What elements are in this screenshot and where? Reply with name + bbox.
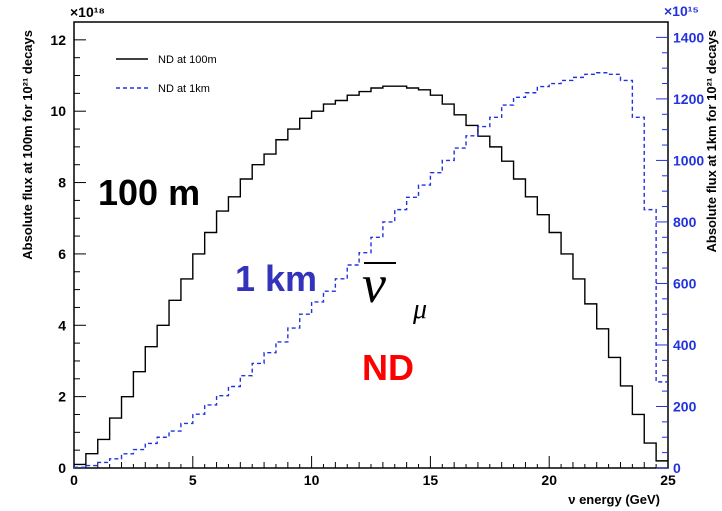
y-tick-label: 4: [58, 317, 66, 333]
y-axis-title: Absolute flux at 100m for 10²¹ decays: [20, 30, 35, 260]
x-tick-label: 15: [423, 472, 439, 488]
x-tick-label: 20: [541, 472, 557, 488]
series-layer: [74, 72, 668, 469]
series-line-1km: [74, 72, 668, 469]
x-tick-label: 5: [189, 472, 197, 488]
y2-tick-label: 1400: [673, 29, 704, 45]
annotation-nd: ND: [362, 347, 414, 388]
annotation-1km: 1 km: [235, 258, 317, 299]
y2-tick-label: 600: [673, 275, 697, 291]
right-axis-multiplier: ×10¹⁵: [664, 3, 699, 19]
x-tick-label: 0: [70, 472, 78, 488]
x-tick-label: 25: [660, 472, 676, 488]
y2-tick-label: 800: [673, 214, 697, 230]
annotation-neutrino-symbol: ν: [362, 254, 386, 314]
legend-label-100m: ND at 100m: [158, 54, 217, 66]
annotation-mu-subscript: μ: [412, 294, 427, 325]
y-tick-label: 0: [58, 460, 66, 476]
y-tick-label: 2: [58, 389, 66, 405]
y2-tick-label: 0: [673, 460, 681, 476]
tick-labels: 0 5 10 15 20 25024681012020040060080010001200…: [50, 29, 704, 488]
y-tick-label: 6: [58, 246, 66, 262]
legend: ND at 100m ND at 1km: [116, 54, 217, 95]
y-tick-label: 8: [58, 175, 66, 191]
series-line-100m: [74, 85, 668, 466]
left-axis-multiplier: ×10¹⁸: [70, 4, 105, 20]
axis-ticks: [73, 36, 669, 469]
y2-axis-title: Absolute flux at 1km for 10²¹ decays: [704, 30, 719, 253]
annotation-100m: 100 m: [98, 172, 200, 213]
y-tick-label: 10: [50, 103, 66, 119]
legend-label-1km: ND at 1km: [158, 83, 210, 95]
x-axis-title: ν energy (GeV): [568, 492, 660, 507]
y-tick-label: 12: [50, 32, 66, 48]
y2-tick-label: 200: [673, 398, 697, 414]
y2-tick-label: 1000: [673, 152, 704, 168]
y2-tick-label: 1200: [673, 91, 704, 107]
x-tick-label: 10: [304, 472, 320, 488]
y2-tick-label: 400: [673, 337, 697, 353]
